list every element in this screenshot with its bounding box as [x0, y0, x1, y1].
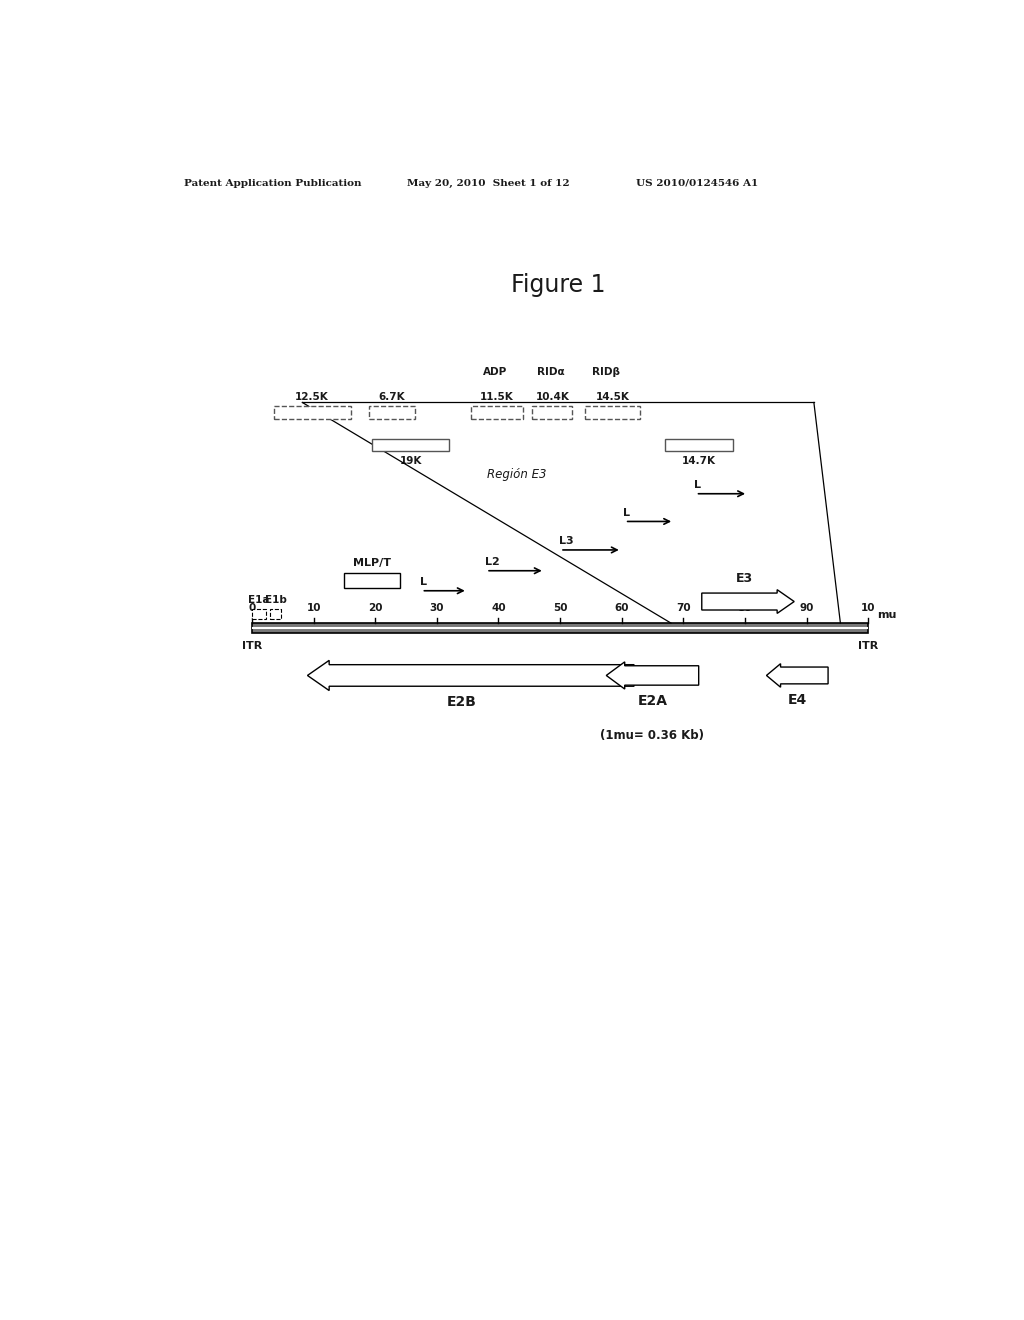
Bar	[344, 573, 399, 589]
Text: May 20, 2010  Sheet 1 of 12: May 20, 2010 Sheet 1 of 12	[407, 178, 569, 187]
Text: 60: 60	[614, 603, 629, 612]
Bar	[252, 610, 266, 619]
Bar	[270, 610, 282, 619]
Text: 80: 80	[737, 603, 753, 612]
Text: 70: 70	[676, 603, 690, 612]
Text: ADP: ADP	[483, 367, 508, 378]
FancyArrow shape	[606, 661, 698, 689]
Text: E1b: E1b	[264, 594, 287, 605]
Bar	[372, 438, 450, 451]
Text: 14.7K: 14.7K	[682, 455, 716, 466]
Text: 40: 40	[492, 603, 506, 612]
Text: 19K: 19K	[399, 455, 422, 466]
Text: US 2010/0124546 A1: US 2010/0124546 A1	[636, 178, 758, 187]
Bar	[532, 407, 572, 418]
Text: Patent Application Publication: Patent Application Publication	[183, 178, 361, 187]
Text: L2: L2	[484, 557, 500, 566]
Text: 90: 90	[800, 603, 814, 612]
FancyArrow shape	[307, 660, 634, 690]
Text: 10: 10	[306, 603, 321, 612]
Text: RIDα: RIDα	[537, 367, 564, 378]
Text: Figure 1: Figure 1	[511, 273, 605, 297]
Text: 14.5K: 14.5K	[596, 392, 630, 401]
Text: 30: 30	[430, 603, 444, 612]
Text: 11.5K: 11.5K	[480, 392, 514, 401]
Bar	[369, 407, 416, 418]
Text: L: L	[624, 508, 630, 517]
Text: 10.4K: 10.4K	[536, 392, 569, 401]
Bar	[471, 407, 523, 418]
Text: L3: L3	[558, 536, 573, 546]
Text: 0: 0	[249, 603, 256, 612]
Text: 6.7K: 6.7K	[379, 392, 406, 401]
Text: E2A: E2A	[638, 694, 668, 709]
FancyArrow shape	[701, 590, 795, 614]
Text: L: L	[694, 480, 701, 490]
Text: E2B: E2B	[446, 696, 476, 709]
Text: (1mu= 0.36 Kb): (1mu= 0.36 Kb)	[600, 729, 705, 742]
Text: 20: 20	[368, 603, 383, 612]
Text: E1a: E1a	[248, 594, 269, 605]
Text: E4: E4	[787, 693, 807, 708]
Text: 10: 10	[861, 603, 876, 612]
Text: ITR: ITR	[242, 640, 262, 651]
Text: 50: 50	[553, 603, 567, 612]
Text: 12.5K: 12.5K	[295, 392, 329, 401]
Bar	[273, 407, 350, 418]
Text: E3: E3	[735, 573, 753, 585]
FancyArrow shape	[767, 664, 828, 688]
Text: ITR: ITR	[858, 640, 879, 651]
Text: MLP/T: MLP/T	[353, 558, 391, 569]
Text: L: L	[420, 577, 427, 587]
Bar	[585, 407, 640, 418]
Bar	[665, 438, 732, 451]
Bar	[252, 623, 868, 634]
Text: Región E3: Región E3	[487, 467, 547, 480]
Text: RIDβ: RIDβ	[592, 367, 621, 378]
Text: mu: mu	[878, 610, 897, 620]
